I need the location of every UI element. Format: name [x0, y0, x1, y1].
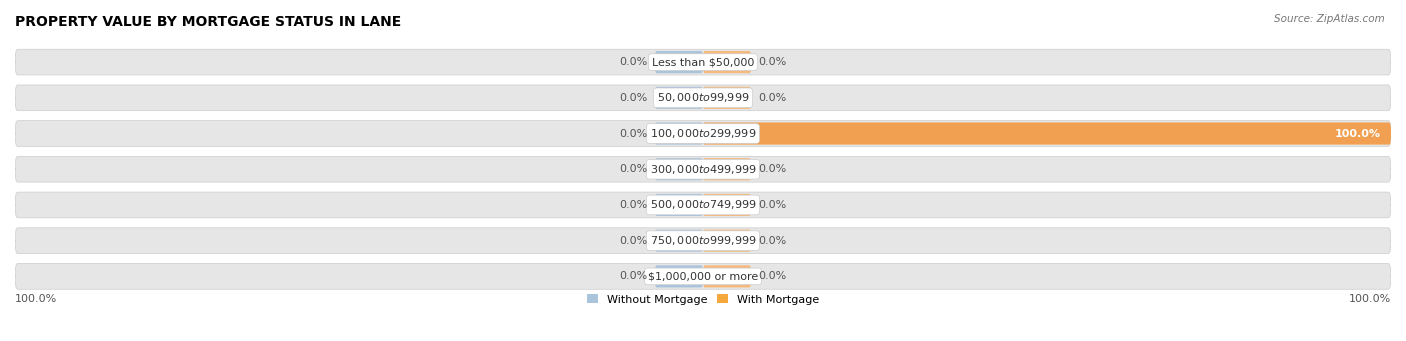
FancyBboxPatch shape: [655, 87, 703, 109]
Text: 0.0%: 0.0%: [758, 164, 786, 174]
Text: 0.0%: 0.0%: [620, 271, 648, 281]
Text: 0.0%: 0.0%: [620, 200, 648, 210]
FancyBboxPatch shape: [655, 194, 703, 216]
FancyBboxPatch shape: [703, 122, 1391, 145]
FancyBboxPatch shape: [655, 122, 703, 145]
Text: $50,000 to $99,999: $50,000 to $99,999: [657, 91, 749, 104]
Text: PROPERTY VALUE BY MORTGAGE STATUS IN LANE: PROPERTY VALUE BY MORTGAGE STATUS IN LAN…: [15, 15, 401, 29]
FancyBboxPatch shape: [15, 157, 1391, 182]
Text: $1,000,000 or more: $1,000,000 or more: [648, 271, 758, 281]
FancyBboxPatch shape: [15, 49, 1391, 75]
Text: Less than $50,000: Less than $50,000: [652, 57, 754, 67]
Text: 0.0%: 0.0%: [758, 57, 786, 67]
FancyBboxPatch shape: [703, 229, 751, 252]
Text: 0.0%: 0.0%: [620, 164, 648, 174]
FancyBboxPatch shape: [703, 265, 751, 287]
FancyBboxPatch shape: [703, 51, 751, 73]
Text: 0.0%: 0.0%: [758, 200, 786, 210]
Text: 0.0%: 0.0%: [758, 236, 786, 246]
Text: 100.0%: 100.0%: [1348, 294, 1391, 303]
Text: 0.0%: 0.0%: [758, 93, 786, 103]
FancyBboxPatch shape: [655, 51, 703, 73]
Text: 0.0%: 0.0%: [620, 93, 648, 103]
FancyBboxPatch shape: [703, 194, 751, 216]
Text: 0.0%: 0.0%: [620, 236, 648, 246]
Text: $100,000 to $299,999: $100,000 to $299,999: [650, 127, 756, 140]
Text: 100.0%: 100.0%: [1334, 129, 1381, 138]
Text: 0.0%: 0.0%: [620, 129, 648, 138]
Text: $500,000 to $749,999: $500,000 to $749,999: [650, 198, 756, 211]
FancyBboxPatch shape: [703, 158, 751, 180]
Legend: Without Mortgage, With Mortgage: Without Mortgage, With Mortgage: [582, 290, 824, 309]
FancyBboxPatch shape: [703, 87, 751, 109]
Text: 0.0%: 0.0%: [758, 271, 786, 281]
FancyBboxPatch shape: [15, 85, 1391, 111]
Text: $300,000 to $499,999: $300,000 to $499,999: [650, 163, 756, 176]
FancyBboxPatch shape: [655, 158, 703, 180]
FancyBboxPatch shape: [15, 192, 1391, 218]
FancyBboxPatch shape: [15, 264, 1391, 289]
Text: $750,000 to $999,999: $750,000 to $999,999: [650, 234, 756, 247]
Text: 100.0%: 100.0%: [15, 294, 58, 303]
Text: Source: ZipAtlas.com: Source: ZipAtlas.com: [1274, 14, 1385, 24]
FancyBboxPatch shape: [655, 265, 703, 287]
FancyBboxPatch shape: [655, 229, 703, 252]
Text: 0.0%: 0.0%: [620, 57, 648, 67]
FancyBboxPatch shape: [15, 121, 1391, 146]
FancyBboxPatch shape: [15, 228, 1391, 253]
